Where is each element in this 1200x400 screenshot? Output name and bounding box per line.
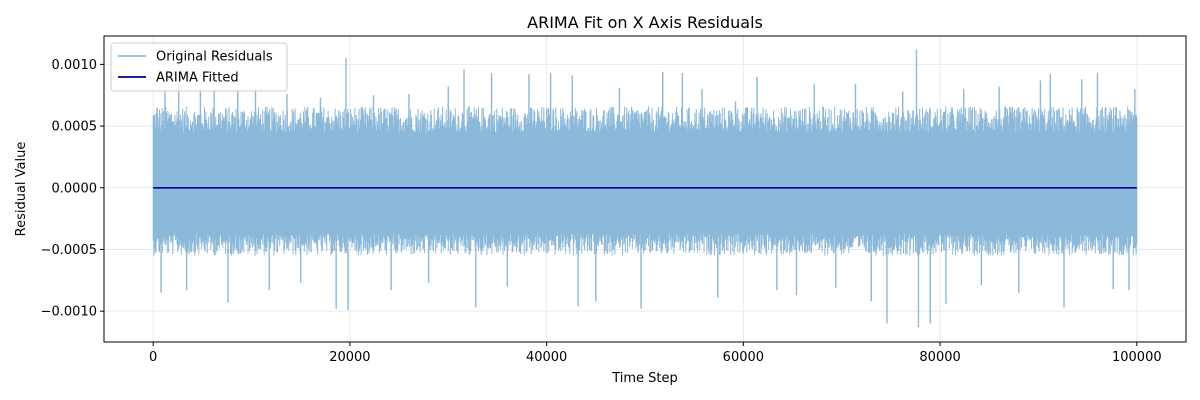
x-axis-ticks: 0 20000 40000 60000 80000 100000 bbox=[149, 342, 1162, 365]
plot-frame bbox=[103, 35, 1187, 343]
residuals-line bbox=[152, 106, 1138, 256]
x-tick-label: 100000 bbox=[1112, 350, 1162, 365]
x-tick-label: 40000 bbox=[526, 350, 567, 365]
y-tick-label: 0.0000 bbox=[52, 181, 98, 196]
y-axis-ticks: −0.0010 −0.0005 0.0000 0.0005 0.0010 bbox=[41, 58, 104, 320]
x-tick-label: 0 bbox=[149, 350, 157, 365]
legend: Original Residuals ARIMA Fitted bbox=[110, 42, 288, 92]
chart-title: ARIMA Fit on X Axis Residuals bbox=[527, 13, 763, 32]
x-tick-label: 80000 bbox=[919, 350, 960, 365]
series-original-residuals bbox=[152, 49, 1138, 328]
legend-label-arima-fitted: ARIMA Fitted bbox=[156, 71, 239, 86]
y-tick-label: 0.0010 bbox=[52, 58, 98, 73]
x-tick-label: 60000 bbox=[723, 350, 764, 365]
y-tick-label: −0.0010 bbox=[41, 305, 97, 320]
x-axis-label: Time Step bbox=[611, 371, 678, 386]
y-tick-label: 0.0005 bbox=[52, 120, 98, 135]
legend-label-original-residuals: Original Residuals bbox=[156, 50, 273, 65]
x-tick-label: 20000 bbox=[329, 350, 370, 365]
y-tick-label: −0.0005 bbox=[41, 243, 97, 258]
y-axis-label: Residual Value bbox=[14, 142, 29, 237]
legend-box bbox=[110, 42, 288, 92]
